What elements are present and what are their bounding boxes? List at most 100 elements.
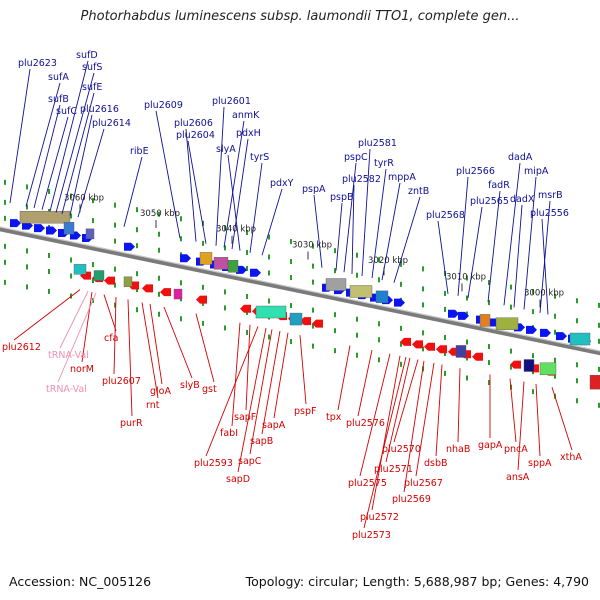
rna-gene-label[interactable]: tRNA-Val <box>48 350 89 361</box>
feature-block[interactable] <box>255 305 287 319</box>
forward-gene-label[interactable]: plu2581 <box>358 138 397 149</box>
reverse-gene-label[interactable]: gst <box>202 384 217 395</box>
reverse-gene[interactable] <box>104 276 115 285</box>
forward-gene-label[interactable]: pdxY <box>270 178 294 189</box>
forward-gene-label[interactable]: sufD <box>76 50 98 61</box>
forward-gene[interactable] <box>46 226 57 235</box>
feature-block[interactable] <box>375 290 389 304</box>
feature-block[interactable] <box>523 359 535 372</box>
reverse-gene[interactable] <box>160 288 171 297</box>
reverse-gene-label[interactable]: sppA <box>528 458 552 469</box>
forward-gene[interactable] <box>10 219 21 228</box>
forward-gene-label[interactable]: plu2614 <box>92 118 131 129</box>
reverse-gene-label[interactable]: plu2571 <box>374 464 413 475</box>
reverse-gene-label[interactable]: norM <box>70 364 94 375</box>
reverse-gene[interactable] <box>412 340 423 349</box>
forward-gene-label[interactable]: plu2582 <box>342 174 381 185</box>
forward-gene-label[interactable]: mppA <box>388 172 416 183</box>
forward-gene-label[interactable]: tyrR <box>374 158 394 169</box>
feature-block[interactable] <box>213 257 229 270</box>
feature-block[interactable] <box>325 278 347 291</box>
reverse-gene-label[interactable]: plu2607 <box>102 376 141 387</box>
reverse-gene-label[interactable]: plu2575 <box>348 478 387 489</box>
forward-gene-label[interactable]: dadA <box>508 152 533 163</box>
forward-gene-label[interactable]: sufE <box>82 82 102 93</box>
feature-block[interactable] <box>199 252 213 265</box>
forward-gene[interactable] <box>448 309 459 318</box>
forward-gene[interactable] <box>124 242 135 251</box>
forward-gene-label[interactable]: pspA <box>302 184 326 195</box>
reverse-gene[interactable] <box>300 317 311 326</box>
forward-gene-label[interactable]: plu2604 <box>176 130 215 141</box>
feature-block[interactable] <box>227 260 239 273</box>
feature-block[interactable] <box>349 285 373 298</box>
reverse-gene[interactable] <box>510 360 521 369</box>
forward-gene[interactable] <box>540 328 551 337</box>
feature-block[interactable] <box>123 276 133 287</box>
feature-block[interactable] <box>63 222 75 235</box>
reverse-gene-label[interactable]: gapA <box>478 440 503 451</box>
forward-gene-label[interactable]: zntB <box>408 186 429 197</box>
reverse-gene-label[interactable]: slyB <box>180 380 200 391</box>
forward-gene-label[interactable]: pspB <box>330 192 354 203</box>
reverse-gene-label[interactable]: xthA <box>560 452 582 463</box>
forward-gene[interactable] <box>458 311 469 320</box>
forward-gene-label[interactable]: plu2601 <box>212 96 251 107</box>
feature-block[interactable] <box>569 332 591 346</box>
feature-block[interactable] <box>19 210 71 224</box>
forward-gene[interactable] <box>34 224 45 233</box>
forward-gene-label[interactable]: anmK <box>232 110 260 121</box>
reverse-gene[interactable] <box>400 337 411 346</box>
reverse-gene-label[interactable]: tpx <box>326 412 342 423</box>
reverse-gene-label[interactable]: plu2593 <box>194 458 233 469</box>
reverse-gene-label[interactable]: sapD <box>226 474 250 485</box>
forward-gene-label[interactable]: plu2556 <box>530 208 569 219</box>
forward-gene[interactable] <box>180 254 191 263</box>
reverse-gene[interactable] <box>240 304 251 313</box>
forward-gene-label[interactable]: pspC <box>344 152 368 163</box>
reverse-gene-label[interactable]: fabI <box>220 428 238 439</box>
reverse-gene-label[interactable]: sapC <box>238 456 262 467</box>
forward-gene-label[interactable]: plu2606 <box>174 118 213 129</box>
forward-gene-label[interactable]: plu2566 <box>456 166 495 177</box>
forward-gene-label[interactable]: tyrS <box>250 152 269 163</box>
feature-block[interactable] <box>93 270 105 281</box>
forward-gene-label[interactable]: msrB <box>538 190 563 201</box>
forward-gene-label[interactable]: plu2568 <box>426 210 465 221</box>
reverse-gene-label[interactable]: ansA <box>506 472 530 483</box>
reverse-gene-label[interactable]: plu2567 <box>404 478 443 489</box>
feature-block[interactable] <box>539 362 557 376</box>
forward-gene-label[interactable]: sufB <box>48 94 69 105</box>
reverse-gene-label[interactable]: plu2576 <box>346 418 385 429</box>
reverse-gene-label[interactable]: rnt <box>146 400 160 411</box>
reverse-gene-label[interactable]: sapF <box>234 412 256 423</box>
forward-gene-label[interactable]: dadX <box>510 194 535 205</box>
reverse-gene-label[interactable]: plu2572 <box>360 512 399 523</box>
reverse-gene-label[interactable]: pspF <box>294 406 316 417</box>
reverse-gene[interactable] <box>436 345 447 354</box>
forward-gene[interactable] <box>250 268 261 277</box>
forward-gene[interactable] <box>556 332 567 341</box>
reverse-gene-label[interactable]: cfa <box>104 333 118 344</box>
reverse-gene[interactable] <box>472 352 483 361</box>
reverse-gene[interactable] <box>424 342 435 351</box>
reverse-gene-label[interactable]: plu2569 <box>392 494 431 505</box>
forward-gene-label[interactable]: plu2616 <box>80 104 119 115</box>
forward-gene-label[interactable]: plu2565 <box>470 196 509 207</box>
reverse-gene-label[interactable]: dsbB <box>424 458 448 469</box>
feature-block[interactable] <box>455 345 467 358</box>
forward-gene-label[interactable]: mipA <box>524 166 549 177</box>
forward-gene-label[interactable]: ribE <box>130 146 149 157</box>
forward-gene-label[interactable]: plu2623 <box>18 58 57 69</box>
forward-gene-label[interactable]: plu2609 <box>144 100 183 111</box>
forward-gene[interactable] <box>526 325 537 334</box>
rna-gene-label[interactable]: tRNA-Val <box>46 384 87 395</box>
feature-block[interactable] <box>479 314 491 327</box>
forward-gene-label[interactable]: sufA <box>48 72 69 83</box>
forward-gene-label[interactable]: pdxH <box>236 128 261 139</box>
reverse-gene-label[interactable]: nhaB <box>446 444 470 455</box>
forward-gene[interactable] <box>394 298 405 307</box>
forward-gene-label[interactable]: slyA <box>216 144 236 155</box>
feature-block[interactable] <box>85 228 95 240</box>
